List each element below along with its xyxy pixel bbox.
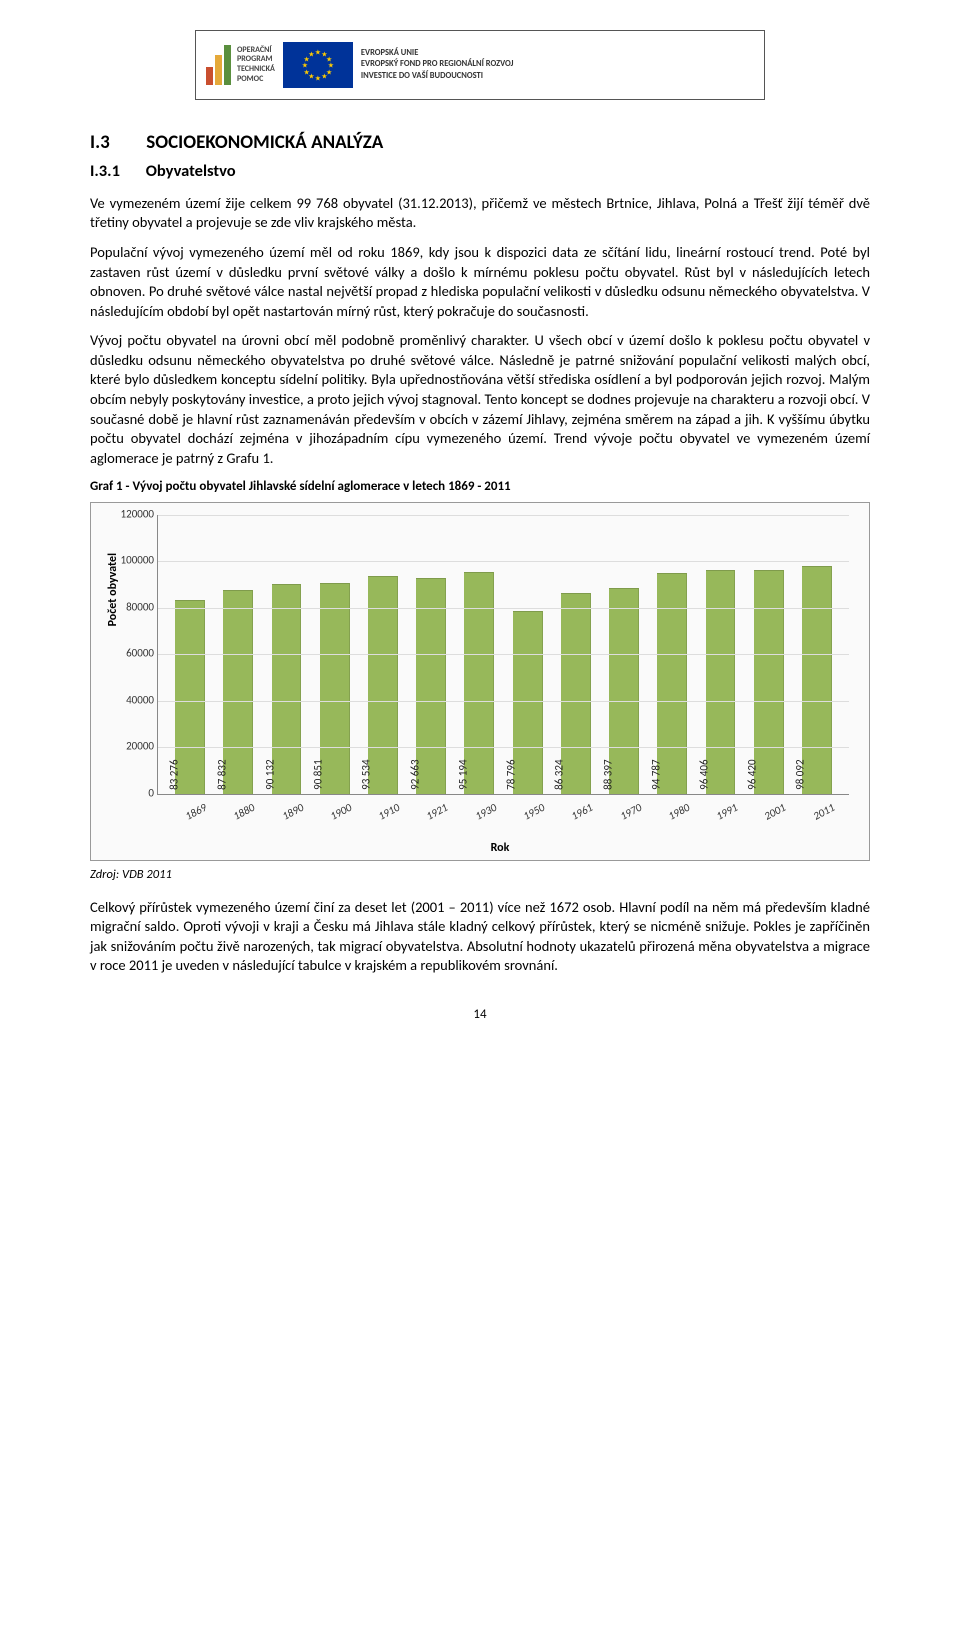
bar-value-label: 94 787	[650, 759, 665, 789]
eu-flag-icon: ★★★★★★★★★★★★	[283, 42, 353, 88]
chart-source: Zdroj: VDB 2011	[90, 867, 870, 884]
chart-title: Graf 1 - Vývoj počtu obyvatel Jihlavské …	[90, 478, 870, 496]
bar-value-label: 86 324	[553, 759, 568, 789]
chart-bar: 98 092	[802, 566, 832, 794]
grid-line	[158, 561, 849, 562]
y-tick-label: 40000	[110, 693, 154, 708]
x-ticks: 1869188018901900191019211930195019611970…	[157, 799, 849, 822]
bar-value-label: 96 420	[746, 759, 761, 789]
program-line-4: POMOC	[237, 75, 275, 85]
chart-bar: 87 832	[223, 590, 253, 794]
bar-value-label: 78 796	[505, 759, 520, 789]
x-axis-label: Rok	[141, 840, 859, 856]
heading-2-num: I.3.1	[90, 160, 142, 182]
bar-value-label: 95 194	[457, 759, 472, 789]
logo-bar-1	[206, 67, 213, 85]
chart-area: Počet obyvatel 83 27687 83290 13290 8519…	[157, 515, 849, 795]
chart-bar: 94 787	[657, 573, 687, 793]
y-tick-label: 120000	[110, 507, 154, 522]
y-tick-label: 80000	[110, 600, 154, 615]
heading-1-num: I.3	[90, 130, 142, 156]
heading-1-text: SOCIOEKONOMICKÁ ANALÝZA	[146, 131, 383, 154]
grid-line	[158, 608, 849, 609]
y-tick-label: 0	[110, 786, 154, 801]
bar-value-label: 90 132	[264, 759, 279, 789]
chart-bar: 83 276	[175, 600, 205, 794]
chart-bar: 88 397	[609, 588, 639, 794]
eu-line-1: EVROPSKÁ UNIE	[361, 48, 514, 59]
paragraph-2: Populační vývoj vymezeného území měl od …	[90, 243, 870, 321]
y-tick-label: 60000	[110, 647, 154, 662]
page-number: 14	[90, 1006, 870, 1024]
eu-text: EVROPSKÁ UNIE EVROPSKÝ FOND PRO REGIONÁL…	[361, 48, 514, 81]
header-banner: OPERAČNÍ PROGRAM TECHNICKÁ POMOC ★★★★★★★…	[195, 30, 765, 100]
heading-2: I.3.1 Obyvatelstvo	[90, 160, 870, 182]
chart-bar: 93 534	[368, 576, 398, 793]
paragraph-4: Celkový přírůstek vymezeného území činí …	[90, 898, 870, 976]
bar-value-label: 90 851	[312, 759, 327, 789]
chart-bar: 95 194	[464, 572, 494, 793]
bar-value-label: 83 276	[167, 759, 182, 789]
chart-plot: 83 276 87 832 90 132 90 851 93 534 92 663 95 1…	[157, 515, 849, 795]
chart-bar: 96 406	[706, 570, 736, 794]
bar-value-label: 87 832	[216, 759, 231, 789]
bar-value-label: 92 663	[408, 759, 423, 789]
chart-bar: 90 132	[272, 584, 302, 794]
grid-line	[158, 654, 849, 655]
grid-line	[158, 701, 849, 702]
eu-line-2: EVROPSKÝ FOND PRO REGIONÁLNÍ ROZVOJ	[361, 59, 514, 70]
chart-bar: 90 851	[320, 583, 350, 794]
chart-bar: 96 420	[754, 570, 784, 794]
logo-bar-2	[215, 55, 222, 85]
y-tick-label: 100000	[110, 554, 154, 569]
program-logo: OPERAČNÍ PROGRAM TECHNICKÁ POMOC	[206, 45, 275, 85]
y-tick-label: 20000	[110, 740, 154, 755]
chart-container: Počet obyvatel 83 27687 83290 13290 8519…	[90, 502, 870, 861]
paragraph-3: Vývoj počtu obyvatel na úrovni obcí měl …	[90, 331, 870, 468]
chart-bar: 86 324	[561, 593, 591, 794]
paragraph-1: Ve vymezeném území žije celkem 99 768 ob…	[90, 194, 870, 233]
heading-2-text: Obyvatelstvo	[146, 161, 236, 181]
chart-bar: 92 663	[416, 578, 446, 793]
heading-1: I.3 SOCIOEKONOMICKÁ ANALÝZA	[90, 130, 870, 156]
grid-line	[158, 515, 849, 516]
logo-bars	[206, 45, 231, 85]
chart-bar: 78 796	[513, 611, 543, 794]
bar-value-label: 98 092	[794, 759, 809, 789]
grid-line	[158, 747, 849, 748]
program-text: OPERAČNÍ PROGRAM TECHNICKÁ POMOC	[237, 46, 275, 84]
bar-value-label: 96 406	[698, 759, 713, 789]
logo-bar-3	[224, 45, 231, 85]
bar-value-label: 93 534	[360, 759, 375, 789]
eu-line-3: INVESTICE DO VAŠÍ BUDOUCNOSTI	[361, 71, 514, 82]
bar-value-label: 88 397	[601, 759, 616, 789]
